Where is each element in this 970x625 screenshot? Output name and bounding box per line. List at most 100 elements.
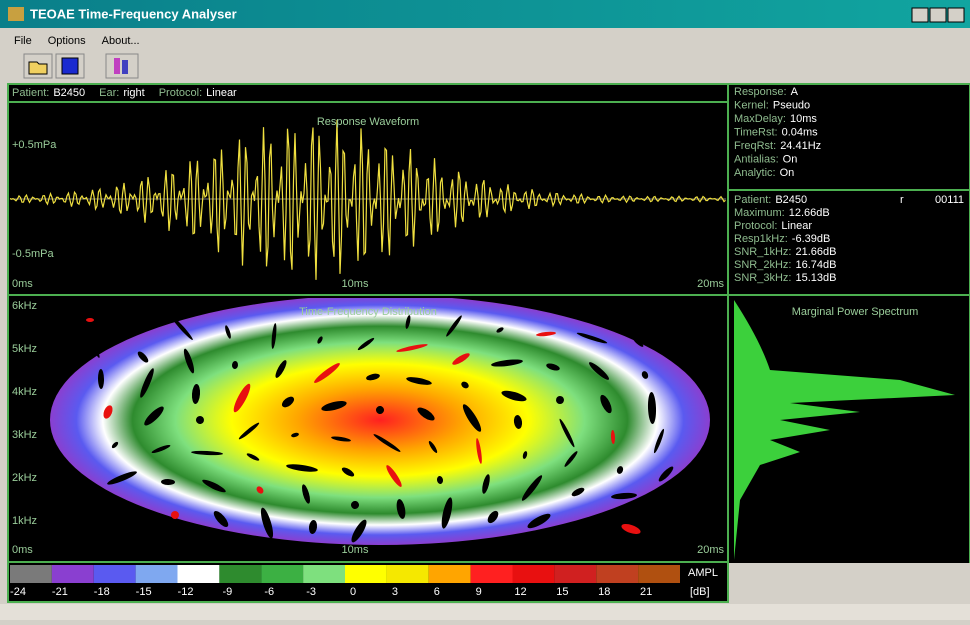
field-label: TimeRst: [734, 126, 778, 138]
texture-stripe [373, 434, 401, 452]
texture-stripe [357, 337, 375, 351]
analyse-icon [114, 58, 120, 74]
texture-stripe [286, 464, 318, 472]
colorbar-segment [10, 565, 52, 583]
colorbar-label: -12 [178, 586, 194, 598]
spectrogram-image [50, 298, 710, 545]
texture-stripe [144, 406, 164, 426]
field-value: 16.74dB [795, 259, 836, 271]
y-axis-label: 5kHz [12, 343, 37, 355]
colorbar-label: -21 [52, 586, 68, 598]
title-bar [0, 0, 970, 28]
texture-stripe [564, 451, 578, 467]
texture-stripe [632, 337, 644, 347]
field-label: SNR_3kHz: [734, 272, 791, 284]
texture-stripe [417, 407, 435, 421]
texture-stripe [137, 351, 149, 363]
texture-stripe [611, 492, 637, 500]
colorbar-segment [303, 565, 345, 583]
texture-stripe [664, 521, 690, 545]
texture-stripe [171, 316, 193, 340]
field-label: Protocol: [734, 220, 777, 232]
texture-stripe [126, 319, 146, 329]
texture-stripe [441, 497, 453, 529]
texture-stripe [116, 506, 142, 516]
menu-item[interactable]: About... [102, 35, 140, 47]
texture-stripe [107, 471, 137, 485]
x-axis-label: 20ms [697, 544, 724, 556]
colorbar-title: AMPL [688, 567, 718, 579]
colorbar-segment [470, 565, 513, 583]
field-label: Kernel: [734, 99, 769, 111]
texture-stripe [621, 524, 641, 534]
colorbar-segment [219, 565, 262, 583]
colorbar: -24 -21 -18 -15 -12 -9 -6 -3 0 3 6 9 12 15 18 21 [10, 565, 680, 598]
texture-stripe [302, 484, 310, 504]
texture-stripe [151, 444, 171, 454]
texture-stripe [111, 441, 119, 449]
texture-stripe [610, 430, 616, 444]
response-waveform [9, 119, 726, 280]
close-button[interactable] [947, 7, 965, 23]
field-value: Pseudo [773, 99, 810, 111]
field-value: 12.66dB [789, 207, 830, 219]
colorbar-label: 21 [640, 586, 652, 598]
colorbar-label: -6 [264, 586, 274, 598]
texture-stripe [446, 315, 462, 337]
panel-title: Marginal Power Spectrum [792, 306, 919, 318]
app-icon [8, 7, 24, 21]
field-value: On [783, 153, 798, 165]
window-controls[interactable] [911, 7, 965, 23]
info-bar: Patient: B2450 Ear: right Protocol: Linear [12, 87, 237, 99]
y-axis-label: 4kHz [12, 386, 37, 398]
texture-stripe [260, 507, 274, 539]
field-label: SNR_2kHz: [734, 259, 791, 271]
save-icon [61, 57, 79, 75]
status-bar [0, 604, 970, 620]
minimize-button[interactable] [911, 7, 929, 23]
texture-stripe [491, 359, 523, 367]
menu-item[interactable]: File [14, 35, 32, 47]
info-label: Patient: [12, 87, 49, 99]
record-number: 00111 [935, 194, 964, 206]
texture-stripe [536, 331, 556, 337]
texture-stripe [452, 353, 470, 365]
texture-stripe [461, 381, 469, 389]
texture-stripe [405, 315, 411, 329]
field-value: 15.13dB [795, 272, 836, 284]
colorbar-label: -3 [306, 586, 316, 598]
maximize-button[interactable] [929, 7, 947, 23]
texture-stripe [521, 475, 543, 501]
texture-stripe [238, 422, 260, 440]
field-label: FreqRst: [734, 140, 776, 152]
texture-stripe [233, 383, 251, 413]
texture-stripe [321, 401, 347, 411]
analyse-icon [122, 60, 128, 74]
y-axis-label: 1kHz [12, 515, 37, 527]
y-axis-label: 2kHz [12, 472, 37, 484]
colorbar-segment [386, 565, 429, 583]
window-title: TEOAE Time-Frequency Analyser [30, 6, 237, 21]
texture-stripe [616, 466, 624, 474]
blank-area [729, 563, 970, 603]
texture-stripe [658, 466, 674, 482]
field-label: Analytic: [734, 167, 776, 179]
colorbar-label: 12 [514, 586, 526, 598]
texture-stripe [386, 465, 402, 487]
texture-stripe [191, 450, 223, 456]
colorbar-segment [638, 565, 680, 583]
texture-stripe [647, 392, 657, 424]
field-value: 24.41Hz [780, 140, 821, 152]
texture-stripe [376, 406, 384, 414]
texture-stripe [527, 513, 551, 529]
texture-stripe [291, 432, 299, 438]
colorbar-segment [596, 565, 639, 583]
texture-stripe [86, 318, 94, 322]
texture-stripe [487, 510, 499, 524]
texture-stripe [171, 511, 179, 519]
colorbar-label: 3 [392, 586, 398, 598]
menu-item[interactable]: Options [48, 35, 86, 47]
x-axis-label: 10ms [342, 278, 369, 290]
